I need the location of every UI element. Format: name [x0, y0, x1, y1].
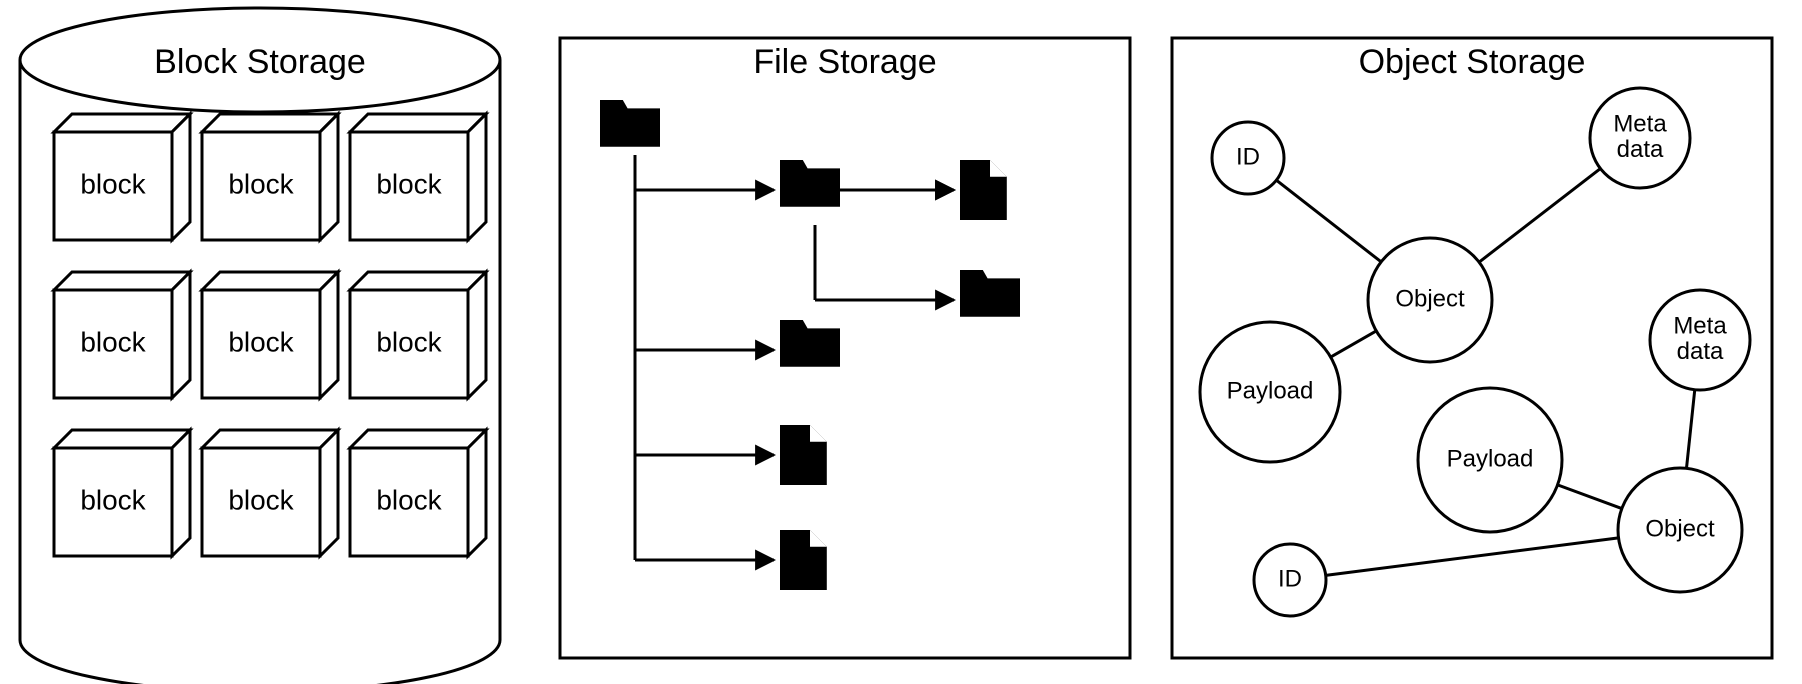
object-edge — [1479, 169, 1600, 263]
block-cube: block — [350, 272, 486, 398]
object-edge — [1558, 485, 1622, 509]
file-icon — [960, 160, 1007, 220]
folder-icon — [960, 270, 1020, 317]
svg-text:Object: Object — [1645, 515, 1715, 542]
object-storage-panel: Object StorageIDMetadataObjectPayloadMet… — [1172, 38, 1772, 658]
object-node: Object — [1368, 238, 1492, 362]
folder-icon — [780, 320, 840, 367]
object-node: Object — [1618, 468, 1742, 592]
block-cube: block — [54, 430, 190, 556]
block-cube: block — [350, 114, 486, 240]
svg-text:ID: ID — [1236, 143, 1260, 170]
object-node: Metadata — [1650, 290, 1750, 390]
block-cube: block — [202, 114, 338, 240]
svg-text:block: block — [228, 168, 294, 199]
svg-text:data: data — [1617, 136, 1664, 163]
object-edge — [1276, 180, 1381, 262]
block-cube: block — [54, 272, 190, 398]
object-node: Metadata — [1590, 88, 1690, 188]
svg-text:Meta: Meta — [1673, 313, 1727, 340]
object-edge — [1331, 331, 1377, 357]
svg-text:block: block — [376, 484, 442, 515]
svg-text:block: block — [80, 484, 146, 515]
folder-icon — [600, 100, 660, 147]
svg-text:block: block — [376, 326, 442, 357]
block-cube: block — [350, 430, 486, 556]
svg-text:block: block — [228, 326, 294, 357]
object-edge — [1686, 390, 1694, 469]
block-cube: block — [54, 114, 190, 240]
svg-text:Payload: Payload — [1227, 377, 1314, 404]
object-node: ID — [1254, 544, 1326, 616]
block-cube: block — [202, 272, 338, 398]
block-cube: block — [202, 430, 338, 556]
svg-text:block: block — [228, 484, 294, 515]
svg-text:Meta: Meta — [1613, 111, 1667, 138]
svg-text:block: block — [80, 168, 146, 199]
file-icon — [780, 425, 827, 485]
file-storage-panel: File Storage — [560, 38, 1130, 658]
block-storage-panel: Block Storage block block block block block bl… — [20, 8, 500, 684]
svg-text:Payload: Payload — [1447, 445, 1534, 472]
svg-text:File Storage: File Storage — [753, 43, 936, 81]
svg-text:block: block — [80, 326, 146, 357]
svg-text:Object: Object — [1395, 285, 1465, 312]
svg-text:Block Storage: Block Storage — [154, 43, 366, 81]
folder-icon — [780, 160, 840, 207]
svg-text:data: data — [1677, 338, 1724, 365]
svg-text:Object Storage: Object Storage — [1359, 43, 1586, 81]
svg-text:block: block — [376, 168, 442, 199]
svg-text:ID: ID — [1278, 565, 1302, 592]
object-node: Payload — [1418, 388, 1562, 532]
object-node: Payload — [1200, 322, 1340, 462]
object-edge — [1326, 538, 1619, 576]
object-node: ID — [1212, 122, 1284, 194]
file-icon — [780, 530, 827, 590]
